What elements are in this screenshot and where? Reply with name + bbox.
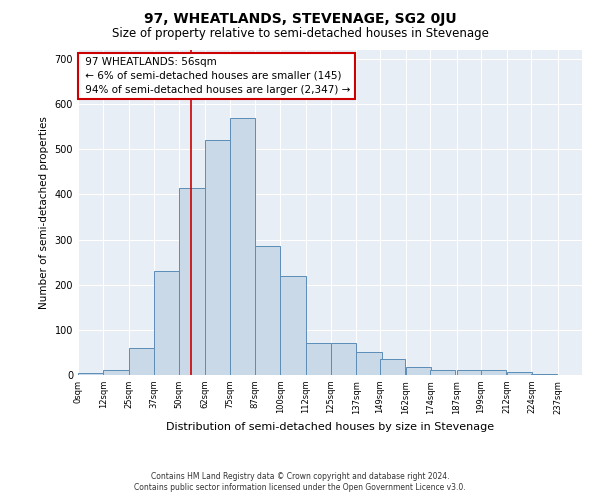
Bar — [154, 271, 179, 375]
Bar — [507, 372, 532, 375]
Bar — [306, 344, 331, 375]
Bar — [205, 140, 230, 375]
Bar — [356, 352, 382, 375]
X-axis label: Distribution of semi-detached houses by size in Stevenage: Distribution of semi-detached houses by … — [166, 422, 494, 432]
Bar — [430, 370, 455, 375]
Bar — [78, 372, 103, 375]
Bar — [230, 118, 255, 375]
Y-axis label: Number of semi-detached properties: Number of semi-detached properties — [39, 116, 49, 309]
Bar — [128, 348, 154, 375]
Bar — [331, 344, 356, 375]
Text: Size of property relative to semi-detached houses in Stevenage: Size of property relative to semi-detach… — [112, 28, 488, 40]
Bar — [103, 370, 128, 375]
Bar — [532, 374, 557, 375]
Bar — [481, 370, 506, 375]
Text: 97, WHEATLANDS, STEVENAGE, SG2 0JU: 97, WHEATLANDS, STEVENAGE, SG2 0JU — [143, 12, 457, 26]
Bar — [380, 359, 405, 375]
Bar — [179, 188, 205, 375]
Bar — [280, 276, 306, 375]
Bar — [457, 370, 482, 375]
Bar — [406, 367, 431, 375]
Text: 97 WHEATLANDS: 56sqm
 ← 6% of semi-detached houses are smaller (145)
 94% of sem: 97 WHEATLANDS: 56sqm ← 6% of semi-detach… — [82, 57, 350, 95]
Bar — [255, 246, 280, 375]
Text: Contains HM Land Registry data © Crown copyright and database right 2024.
Contai: Contains HM Land Registry data © Crown c… — [134, 472, 466, 492]
